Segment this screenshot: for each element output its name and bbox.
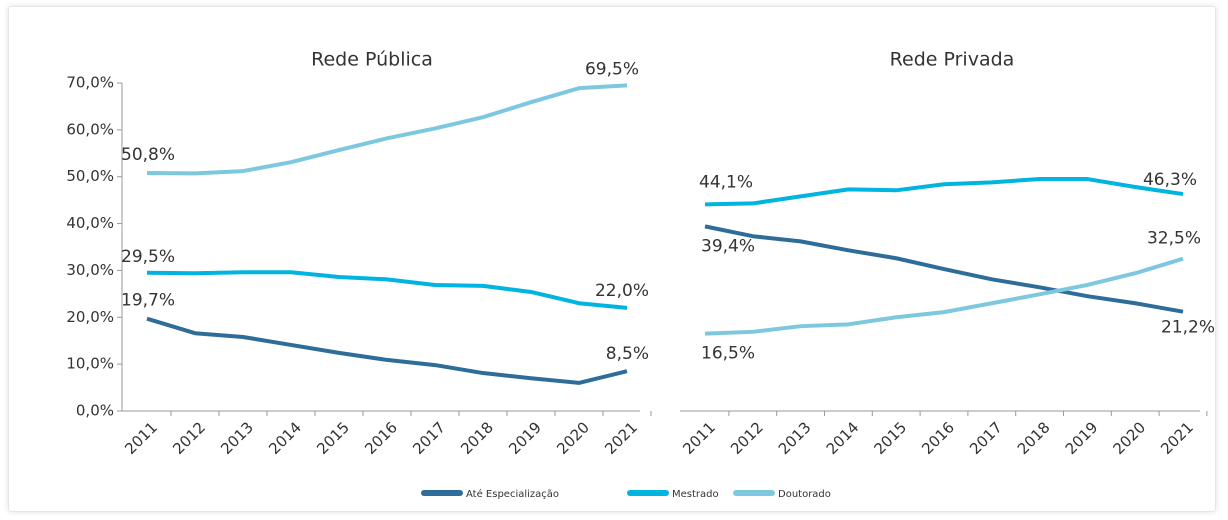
x-tick-label: 2011 bbox=[121, 418, 161, 458]
x-tick-label: 2017 bbox=[966, 418, 1006, 458]
x-tick-label: 2013 bbox=[217, 418, 257, 458]
series-line bbox=[146, 83, 628, 176]
y-tick-label: 10,0% bbox=[66, 355, 114, 373]
x-tick-label: 2012 bbox=[169, 418, 209, 458]
value-label: 19,7% bbox=[121, 291, 175, 311]
x-tick-label: 2021 bbox=[601, 418, 641, 458]
x-tick-label: 2015 bbox=[313, 418, 353, 458]
x-tick-label: 2015 bbox=[870, 418, 910, 458]
value-label: 8,5% bbox=[606, 344, 649, 364]
x-tick-label: 2011 bbox=[679, 418, 719, 458]
value-label: 29,5% bbox=[121, 247, 175, 267]
y-tick-label: 20,0% bbox=[66, 308, 114, 326]
series-line bbox=[146, 270, 628, 310]
series-line bbox=[146, 316, 628, 385]
x-tick-label: 2014 bbox=[823, 418, 863, 458]
frame bbox=[8, 6, 1216, 512]
legend-label: Mestrado bbox=[672, 489, 719, 500]
chart-title: Rede Privada bbox=[890, 49, 1015, 71]
x-tick-label: 2012 bbox=[727, 418, 767, 458]
y-tick-label: 60,0% bbox=[66, 120, 114, 138]
y-tick-label: 30,0% bbox=[66, 261, 114, 279]
y-tick-label: 50,0% bbox=[66, 167, 114, 185]
x-tick-label: 2019 bbox=[1062, 418, 1102, 458]
series-line bbox=[704, 256, 1184, 336]
x-tick-label: 2018 bbox=[457, 418, 497, 458]
value-label: 44,1% bbox=[699, 172, 753, 192]
x-tick-label: 2016 bbox=[918, 418, 958, 458]
value-label: 16,5% bbox=[701, 344, 755, 364]
value-label: 39,4% bbox=[701, 236, 755, 256]
x-tick-label: 2021 bbox=[1157, 418, 1197, 458]
x-tick-label: 2020 bbox=[1109, 418, 1149, 458]
y-tick-label: 70,0% bbox=[66, 74, 114, 92]
series-line bbox=[704, 177, 1184, 207]
legend-label: Até Especialização bbox=[466, 488, 559, 500]
x-tick-label: 2013 bbox=[775, 418, 815, 458]
series-line bbox=[704, 224, 1184, 314]
x-tick-label: 2014 bbox=[265, 418, 305, 458]
y-tick-label: 40,0% bbox=[66, 214, 114, 232]
value-label: 21,2% bbox=[1161, 318, 1215, 338]
x-tick-label: 2020 bbox=[553, 418, 593, 458]
chart-title: Rede Pública bbox=[311, 49, 433, 71]
legend-label: Doutorado bbox=[778, 489, 831, 500]
x-tick-label: 2016 bbox=[361, 418, 401, 458]
value-label: 22,0% bbox=[595, 281, 649, 301]
value-label: 46,3% bbox=[1143, 170, 1197, 190]
value-label: 69,5% bbox=[585, 59, 639, 79]
x-tick-label: 2019 bbox=[505, 418, 545, 458]
x-tick-label: 2018 bbox=[1014, 418, 1054, 458]
value-label: 50,8% bbox=[121, 145, 175, 165]
y-tick-label: 0,0% bbox=[76, 402, 114, 420]
x-tick-label: 2017 bbox=[409, 418, 449, 458]
value-label: 32,5% bbox=[1147, 229, 1201, 249]
